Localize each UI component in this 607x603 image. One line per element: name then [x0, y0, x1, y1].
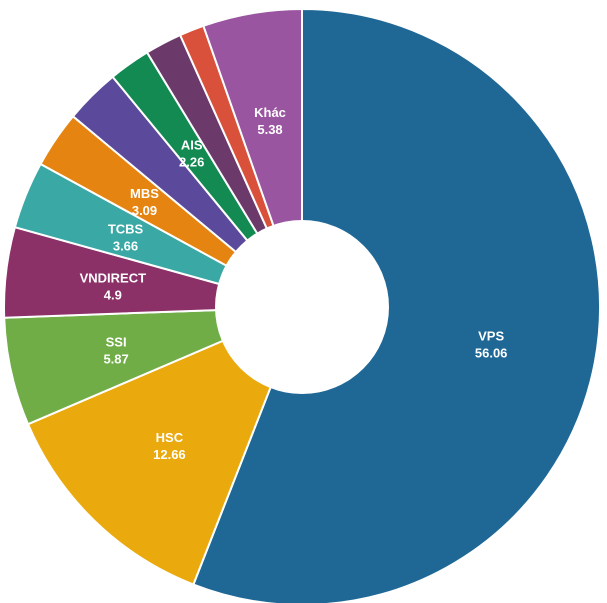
slice-label-kh-c: Khác [254, 105, 286, 120]
slice-label-tcbs: TCBS [108, 221, 144, 236]
slice-value-vndirect: 4.9 [104, 288, 122, 303]
slice-label-ssi: SSI [106, 335, 127, 350]
slice-vps [192, 7, 601, 603]
labels-group: VPS 56.06 HSC 12.66 SSI 5.87 VNDIRECT 4.9 TCBS 3.… [80, 105, 508, 462]
slice-label-hsc: HSC [156, 430, 184, 445]
slice-value-kh-c: 5.38 [257, 122, 282, 137]
slice-value-hsc: 12.66 [153, 447, 186, 462]
slice-label-mbs: MBS [130, 186, 159, 201]
slice-label-vndirect: VNDIRECT [80, 271, 147, 286]
slice-label-vps: VPS [478, 329, 504, 344]
slice-value-mbs: 3.09 [132, 203, 157, 218]
slice-value-tcbs: 3.66 [113, 238, 138, 253]
donut-hole [215, 220, 389, 394]
slice-label-ais: AIS [181, 138, 203, 153]
slice-value-ais: 2.26 [179, 155, 204, 170]
slice-value-ssi: 5.87 [103, 352, 128, 367]
slice-hsc [26, 305, 304, 586]
slice-value-vps: 56.06 [475, 346, 508, 361]
